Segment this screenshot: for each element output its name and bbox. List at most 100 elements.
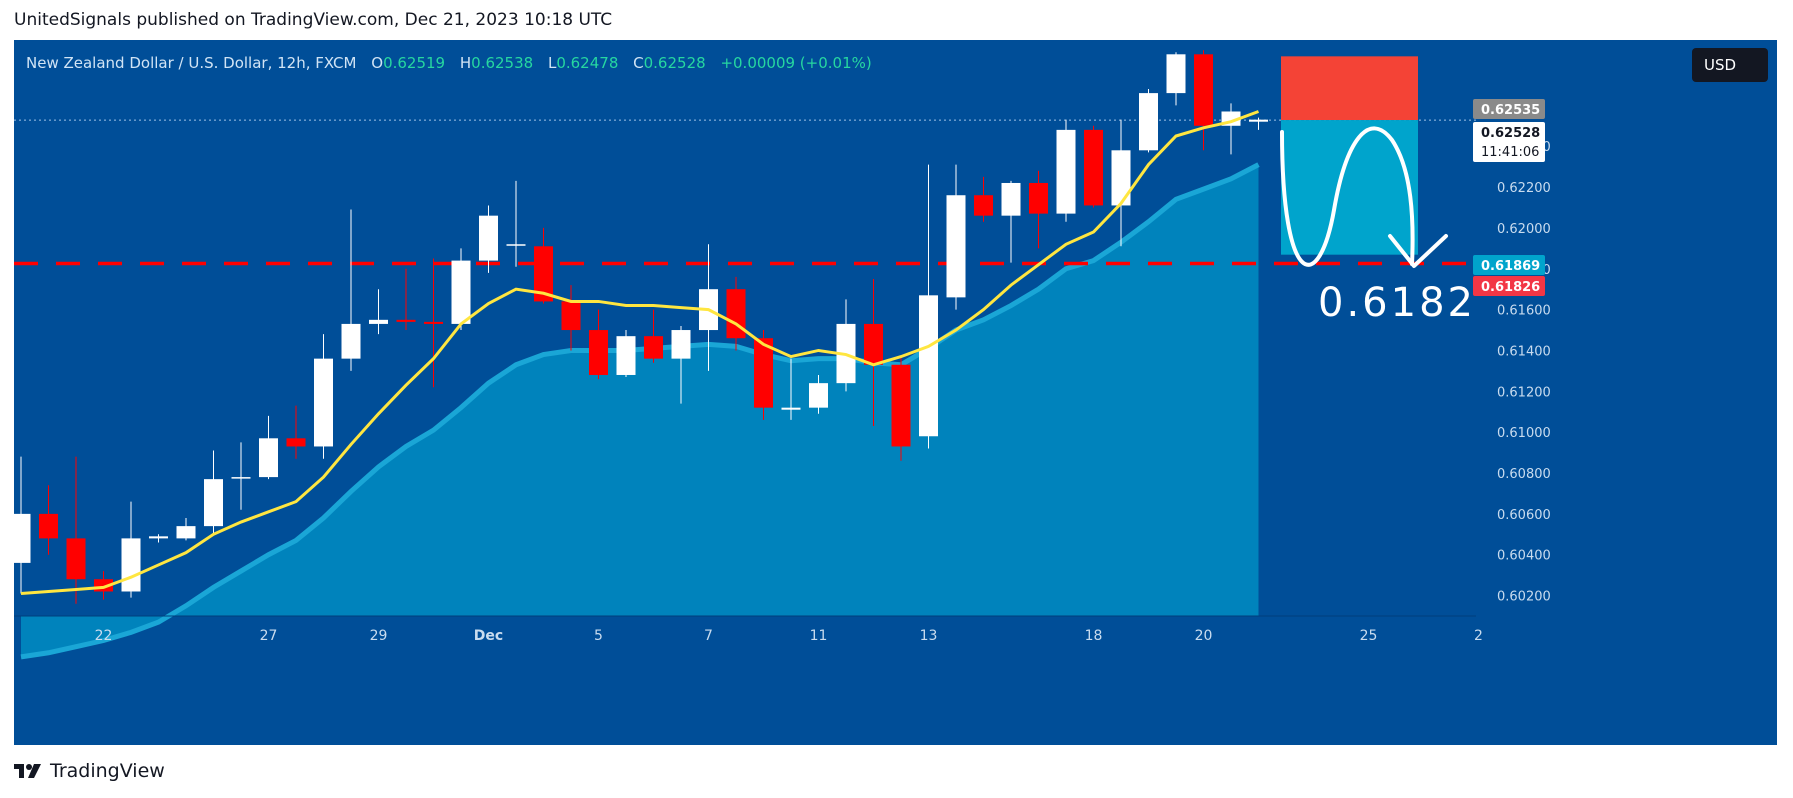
legend-low-value: 0.62478 [556,54,619,72]
candle-bear [974,195,993,216]
target-price-tag: 0.61869 [1473,255,1545,275]
price-tick-label: 0.61000 [1497,426,1551,441]
price-chart[interactable]: 0.6182 0.60200 0.60400 0.60600 0.60800 0.6100… [14,40,1777,745]
current-price-tag-value: 0.62528 [1481,126,1540,141]
candle-bull [1166,54,1186,94]
candle-bear [286,438,306,447]
candle-bull [616,336,636,375]
legend-low-label: L [547,54,557,72]
candle-bull [451,260,471,324]
high-price-tag-text: 0.62535 [1481,103,1540,118]
price-tick-label: 0.60800 [1497,467,1551,482]
candle-bull [1139,93,1158,151]
target-price-tag-bg [1473,255,1545,275]
price-tick-label: 0.60600 [1497,508,1551,523]
candle-bear [864,323,883,365]
time-tick-label: 29 [370,628,388,644]
legend-open-value: 0.62519 [383,54,446,72]
candle-bull [479,215,498,261]
chart-panel[interactable]: New Zealand Dollar / U.S. Dollar, 12h, F… [14,40,1777,745]
candle-bull [176,526,196,539]
price-tick-label: 0.61600 [1497,304,1551,319]
candle-bear [1194,54,1213,126]
candle-bull [149,536,168,539]
brand-name: TradingView [50,760,165,782]
target-annotation: 0.6182 [1318,280,1476,326]
forecast-arrow [1280,126,1415,267]
current-price-tag: 0.62528 11:41:06 [1473,122,1545,162]
candle-bear [1084,129,1103,206]
high-price-tag-bg [1473,99,1545,119]
candle-bear [424,321,443,324]
candle-bull [671,330,691,359]
candle-bear [754,338,773,408]
time-tick-label: 25 [1360,628,1378,644]
target-price-tag-text: 0.61869 [1481,259,1540,274]
candle-bull [341,323,361,359]
tradingview-brand[interactable]: TradingView [14,760,165,782]
legend-close-value: 0.62528 [643,54,706,72]
support-price-tag: 0.61826 [1473,276,1545,296]
candle-bear [726,289,746,339]
candle-bull [259,438,278,478]
candle-bull [1111,150,1131,206]
candle-bull [1056,129,1076,214]
candle-bear [561,301,581,331]
candle-bear [1029,182,1048,214]
candle-bull [1001,182,1021,216]
legend-open-label: O [371,54,384,72]
candle-bull [506,244,526,246]
time-tick-label: 22 [95,628,113,644]
tradingview-logo-icon [14,764,41,778]
price-tick-label: 0.60400 [1497,549,1551,564]
symbol-legend: New Zealand Dollar / U.S. Dollar, 12h, F… [26,54,872,72]
legend-change: +0.00009 (+0.01%) [720,54,872,72]
candle-bull [781,407,801,410]
time-tick-label: 13 [920,628,938,644]
fast-ma-line [20,110,1260,596]
candle-bull [809,383,828,408]
price-tick-label: 0.62000 [1497,222,1551,237]
candle-bear [66,538,86,580]
candle-bull [14,513,31,563]
support-price-tag-bg [1473,276,1545,296]
high-price-tag: 0.62535 [1473,99,1545,119]
time-tick-label: Dec [474,628,503,644]
time-tick-label: 27 [260,628,278,644]
price-tick-label: 0.61400 [1497,344,1551,359]
current-price-tag-bg [1473,122,1545,162]
bar-countdown: 11:41:06 [1481,145,1539,160]
currency-button[interactable]: USD [1692,48,1768,82]
time-tick-label: 20 [1195,628,1213,644]
time-tick-label: 7 [704,628,713,644]
take-profit-zone [1281,120,1418,255]
time-tick-label: 5 [594,628,603,644]
candle-bear [589,330,608,375]
candle-bull [121,538,141,592]
candle-bull [231,477,251,479]
candle-bull [204,479,223,527]
price-tick-label: 0.60200 [1497,590,1551,605]
time-tick-label: 18 [1085,628,1103,644]
legend-high-label: H [459,54,472,72]
arrow-head-icon [1388,234,1448,268]
time-tick-label: 11 [810,628,828,644]
candle-bear [39,513,58,539]
candle-bull [946,195,966,298]
legend-symbol: New Zealand Dollar / U.S. Dollar, 12h, F… [26,54,357,72]
legend-high-value: 0.62538 [471,54,534,72]
candle-bear [534,246,553,302]
candle-bull [919,295,938,437]
support-price-tag-text: 0.61826 [1481,280,1540,295]
candle-bull [314,358,333,447]
candle-bear [396,319,416,322]
candle-bear [891,364,911,447]
candle-bull [1249,119,1268,122]
time-tick-label: 2 [1474,628,1483,644]
legend-close-label: C [633,54,644,72]
slow-ma-area [21,164,1259,657]
publish-attribution: UnitedSignals published on TradingView.c… [14,10,613,30]
price-tick-label: 0.62200 [1497,181,1551,196]
slow-ma-line [20,162,1260,660]
stop-loss-zone [1281,56,1418,121]
